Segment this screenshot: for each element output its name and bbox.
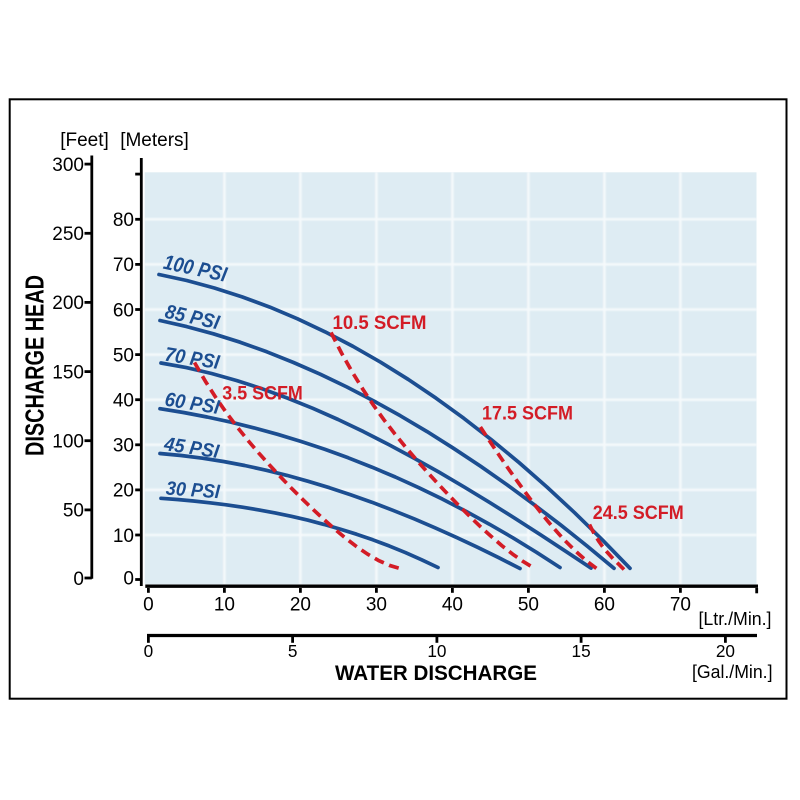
svg-text:24.5 SCFM: 24.5 SCFM (593, 503, 684, 524)
svg-text:20: 20 (716, 641, 735, 661)
svg-text:200: 200 (52, 293, 84, 314)
svg-text:70: 70 (670, 595, 691, 616)
svg-text:60: 60 (113, 300, 134, 321)
svg-text:10: 10 (427, 641, 446, 661)
svg-text:10: 10 (113, 526, 134, 547)
svg-text:[Gal./Min.]: [Gal./Min.] (692, 662, 773, 682)
svg-text:70: 70 (113, 255, 134, 276)
svg-text:50: 50 (113, 345, 134, 366)
svg-text:20: 20 (290, 595, 311, 616)
svg-text:3.5 SCFM: 3.5 SCFM (222, 384, 302, 405)
svg-text:WATER DISCHARGE: WATER DISCHARGE (335, 661, 537, 685)
svg-text:50: 50 (63, 501, 84, 522)
svg-text:30: 30 (366, 595, 387, 616)
svg-text:30: 30 (113, 436, 134, 457)
svg-text:100: 100 (52, 432, 84, 453)
svg-text:20: 20 (113, 481, 134, 502)
svg-text:30 PSI: 30 PSI (165, 478, 221, 504)
svg-text:300: 300 (52, 155, 84, 176)
svg-text:150: 150 (52, 362, 84, 383)
svg-text:0: 0 (144, 641, 154, 661)
svg-text:80: 80 (113, 210, 134, 231)
svg-text:17.5 SCFM: 17.5 SCFM (482, 404, 573, 425)
svg-text:[Meters]: [Meters] (120, 130, 189, 151)
svg-text:[Feet]: [Feet] (60, 130, 109, 151)
svg-text:40: 40 (442, 595, 463, 616)
svg-text:10.5 SCFM: 10.5 SCFM (333, 313, 427, 334)
svg-text:5: 5 (288, 641, 298, 661)
svg-text:0: 0 (73, 569, 84, 590)
svg-text:0: 0 (143, 595, 154, 616)
svg-text:40: 40 (113, 391, 134, 412)
svg-text:250: 250 (52, 224, 84, 245)
svg-text:0: 0 (123, 569, 134, 590)
svg-text:DISCHARGE HEAD: DISCHARGE HEAD (20, 275, 50, 456)
svg-text:50: 50 (518, 595, 539, 616)
svg-text:10: 10 (214, 595, 235, 616)
svg-text:[Ltr./Min.]: [Ltr./Min.] (699, 609, 772, 629)
svg-text:15: 15 (572, 641, 591, 661)
svg-text:60: 60 (594, 595, 615, 616)
